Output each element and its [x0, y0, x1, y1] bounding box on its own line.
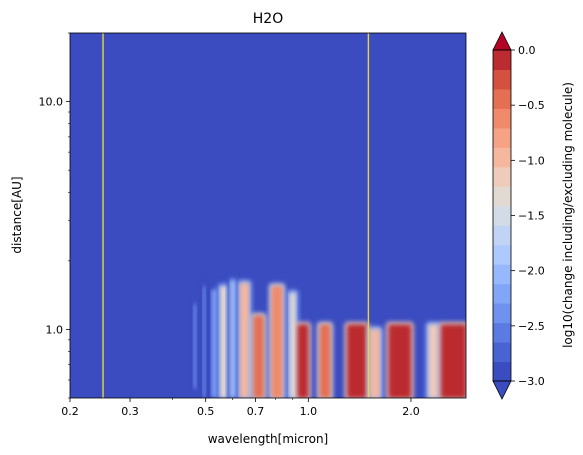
- colorbar-segment: [493, 127, 511, 148]
- feature-band: [367, 326, 383, 398]
- y-axis-ticks: 1.0 10.0: [39, 32, 70, 399]
- feature-core: [193, 303, 197, 389]
- feature-band: [227, 276, 239, 398]
- feature-band: [438, 321, 466, 398]
- feature-core: [428, 324, 438, 398]
- y-axis-label: distance[AU]: [10, 176, 24, 253]
- colorbar-segment: [493, 283, 511, 304]
- x-tick-label: 0.5: [197, 405, 215, 418]
- feature-core: [230, 279, 236, 398]
- x-tick-label: 2.0: [402, 405, 420, 418]
- plot-frame: [69, 32, 467, 399]
- colorbar-segment: [493, 50, 511, 70]
- feature-core: [347, 324, 367, 398]
- feature-band: [316, 321, 334, 398]
- plot-area: [70, 33, 466, 398]
- colorbar-segment: [493, 88, 511, 109]
- colorbar-segment: [493, 303, 511, 324]
- colorbar-tick-label: −2.5: [518, 320, 545, 333]
- colorbar-segment: [493, 342, 511, 363]
- feature-core: [289, 292, 296, 398]
- feature-layer: [190, 276, 466, 398]
- feature-band: [385, 321, 414, 398]
- colorbar-extend-bottom: [492, 380, 512, 400]
- feature-band: [344, 321, 370, 398]
- colorbar: 0.0 −0.5 −1.0 −1.5 −2.0 −2.5 −3.0: [492, 31, 545, 400]
- colorbar-segment: [493, 225, 511, 246]
- feature-band: [294, 321, 312, 398]
- colorbar-tick-label: −3.0: [518, 375, 545, 388]
- y-tick-label: 1.0: [46, 323, 64, 336]
- colorbar-label: log10(change including/excluding molecul…: [561, 82, 575, 348]
- feature-core: [370, 329, 380, 398]
- feature-band: [236, 279, 253, 398]
- feature-core: [253, 315, 264, 398]
- x-tick-label: 0.7: [247, 405, 265, 418]
- colorbar-tick-label: −0.5: [518, 99, 545, 112]
- colorbar-segment: [493, 361, 511, 382]
- feature-band: [190, 300, 200, 392]
- feature-core: [388, 324, 411, 398]
- feature-core: [271, 286, 283, 398]
- feature-core: [239, 282, 250, 398]
- colorbar-segment: [493, 69, 511, 90]
- colorbar-segment: [493, 322, 511, 343]
- colorbar-segment: [493, 205, 511, 226]
- feature-core: [202, 286, 206, 398]
- colorbar-extend-top: [492, 31, 512, 51]
- feature-core: [319, 324, 331, 398]
- colorbar-segment: [493, 186, 511, 207]
- chart-title: H2O: [253, 11, 283, 27]
- colorbar-tick-label: −2.0: [518, 265, 545, 278]
- colorbar-tick-label: −1.0: [518, 154, 545, 167]
- vertical-lines: [102, 33, 370, 398]
- feature-core: [219, 286, 228, 398]
- feature-core: [297, 324, 309, 398]
- colorbar-segment: [493, 264, 511, 285]
- colorbar-segment: [493, 147, 511, 168]
- feature-band: [199, 283, 209, 398]
- y-tick-label: 10.0: [39, 96, 64, 109]
- feature-band: [268, 283, 286, 398]
- colorbar-segment: [493, 108, 511, 129]
- feature-core: [211, 289, 218, 398]
- x-axis-label: wavelength[micron]: [208, 432, 329, 446]
- colorbar-tick-label: −1.5: [518, 210, 545, 223]
- colorbar-tick-label: 0.0: [518, 44, 536, 57]
- x-tick-label: 1.0: [300, 405, 318, 418]
- colorbar-segment: [493, 166, 511, 187]
- x-axis-ticks: 0.2 0.3 0.5 0.7 1.0 2.0: [61, 398, 420, 418]
- colorbar-segment: [493, 244, 511, 265]
- feature-band: [425, 321, 441, 398]
- feature-band: [250, 312, 267, 398]
- x-tick-label: 0.2: [61, 405, 79, 418]
- x-tick-label: 0.3: [121, 405, 139, 418]
- feature-core: [441, 324, 466, 398]
